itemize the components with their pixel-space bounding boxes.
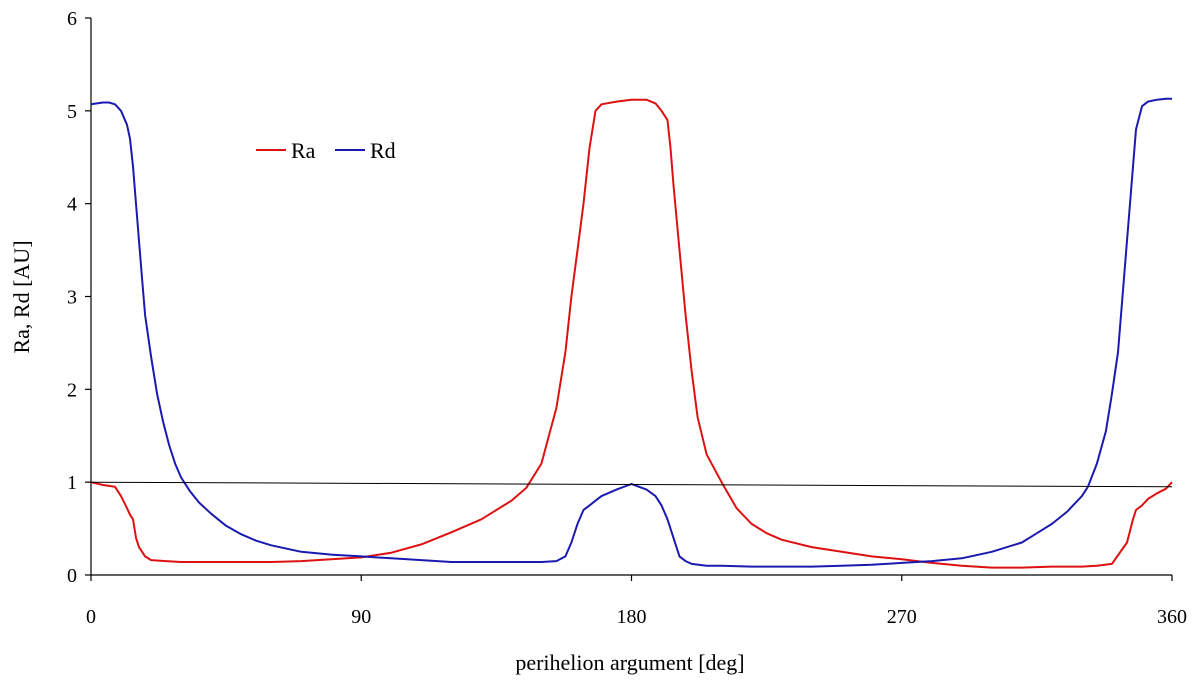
series-line-ra [90, 98, 1173, 569]
series-line-rd [90, 97, 1172, 568]
x-tick-label: 0 [86, 606, 96, 628]
series-layer [90, 97, 1173, 569]
y-tick-label: 2 [67, 379, 77, 401]
y-ticks: 0 1 2 3 4 5 6 [67, 8, 91, 587]
y-tick-label: 1 [67, 472, 77, 494]
y-tick-label: 6 [67, 8, 77, 30]
x-tick-label: 270 [887, 606, 917, 628]
y-tick-label: 0 [67, 565, 77, 587]
y-axis-title: Ra, Rd [AU] [9, 240, 34, 353]
legend: Ra Rd [256, 138, 396, 163]
y-tick-label: 4 [67, 194, 77, 216]
legend-label-ra: Ra [291, 138, 316, 163]
x-ticks: 0 90 180 270 360 [86, 575, 1187, 628]
reference-line [90, 481, 1173, 488]
x-tick-label: 180 [617, 606, 647, 628]
y-tick-label: 3 [67, 287, 77, 309]
x-axis-title: perihelion argument [deg] [515, 650, 744, 675]
plot-area: 0 1 2 3 4 5 6 0 90 180 270 360 [67, 8, 1187, 628]
x-tick-label: 90 [351, 606, 371, 628]
legend-label-rd: Rd [370, 138, 396, 163]
x-tick-label: 360 [1157, 606, 1187, 628]
y-tick-label: 5 [67, 101, 77, 123]
